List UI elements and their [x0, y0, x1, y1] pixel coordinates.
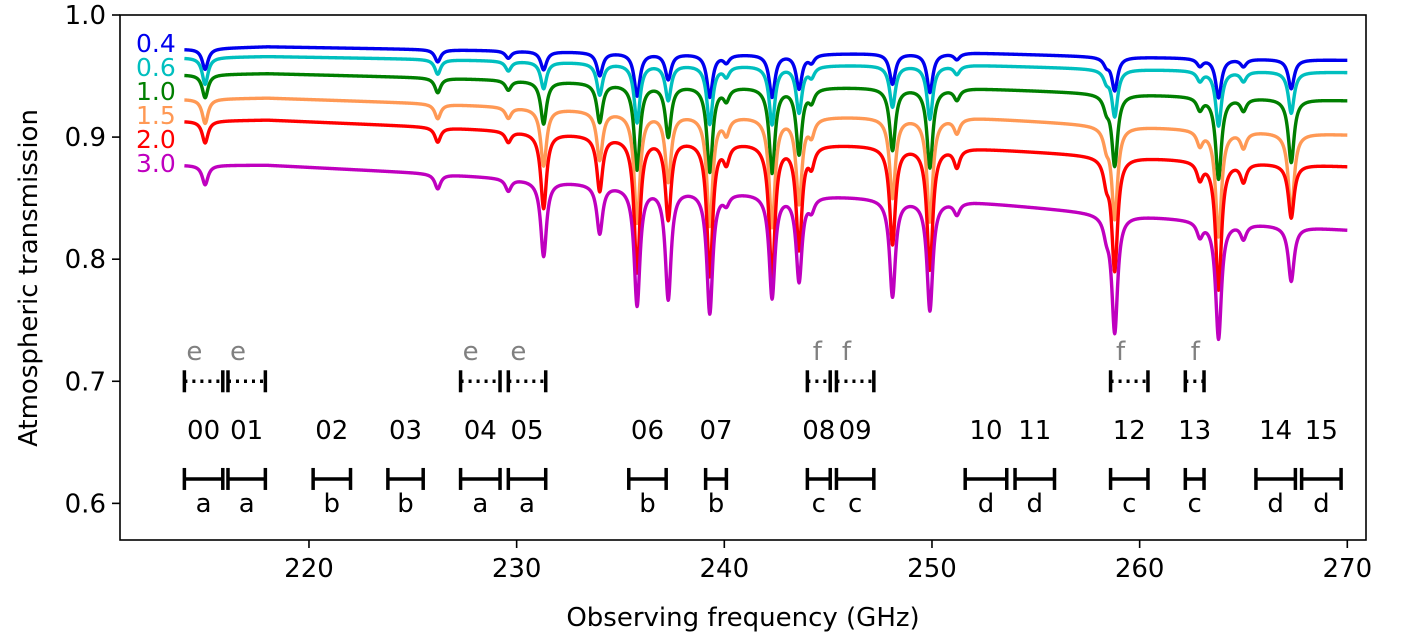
band-letter-00: a	[196, 489, 212, 519]
series-labels: 0.40.61.01.52.03.0	[136, 29, 176, 178]
band-marker-00	[182, 467, 225, 490]
series-layer	[183, 45, 1349, 342]
series-label-1.5: 1.5	[136, 101, 176, 130]
x-tick-label-240: 240	[699, 554, 749, 584]
series-line-2.0	[183, 118, 1349, 292]
sideband-marker-4	[805, 370, 832, 393]
band-number-12: 12	[1113, 416, 1146, 446]
sideband-letter-4: f	[813, 337, 823, 367]
band-marker-10	[963, 467, 1009, 490]
band-marker-02	[311, 467, 353, 490]
x-tick-label-220: 220	[284, 554, 334, 584]
x-tick-label-260: 260	[1115, 554, 1165, 584]
sideband-marker-7	[1183, 370, 1206, 393]
y-tick-label-0.9: 0.9	[65, 123, 106, 153]
series-label-1.0: 1.0	[136, 77, 176, 106]
band-letter-11: d	[1027, 489, 1044, 519]
band-marker-08	[805, 467, 832, 490]
band-number-06: 06	[631, 416, 664, 446]
plot-background	[120, 15, 1366, 540]
sideband-marker-3	[506, 370, 548, 393]
x-axis-label: Observing frequency (GHz)	[566, 603, 919, 633]
band-letter-14: d	[1267, 489, 1284, 519]
band-letter-10: d	[978, 489, 995, 519]
band-letter-08: c	[812, 489, 826, 519]
band-marker-07	[703, 467, 729, 490]
band-number-14: 14	[1259, 416, 1292, 446]
band-marker-15	[1299, 467, 1343, 490]
band-letter-01: a	[239, 489, 255, 519]
band-number-09: 09	[839, 416, 872, 446]
band-letter-04: a	[472, 489, 488, 519]
x-axis-ticks: 220 230 240 250 260 270	[284, 540, 1372, 584]
series-label-3.0: 3.0	[136, 149, 176, 178]
band-letter-06: b	[639, 489, 656, 519]
plot-frame	[119, 14, 1367, 541]
band-marker-12	[1108, 467, 1150, 490]
band-number-11: 11	[1018, 416, 1051, 446]
band-number-03: 03	[389, 416, 422, 446]
band-number-01: 01	[230, 416, 263, 446]
sideband-marker-5	[834, 370, 876, 393]
band-number-02: 02	[315, 416, 348, 446]
sideband-marker-6	[1108, 370, 1150, 393]
band-number-15: 15	[1305, 416, 1338, 446]
sideband-letter-6: f	[1116, 337, 1126, 367]
band-letter-12: c	[1122, 489, 1136, 519]
band-marker-01	[226, 467, 268, 490]
series-line-3.0	[183, 163, 1349, 342]
series-line-0.6	[183, 54, 1349, 128]
band-marker-03	[386, 467, 425, 490]
band-letter-13: c	[1188, 489, 1202, 519]
band-marker-14	[1254, 467, 1298, 490]
sideband-letter-1: e	[230, 337, 246, 367]
y-tick-label-0.6: 0.6	[65, 489, 106, 519]
band-number-05: 05	[510, 416, 543, 446]
sideband-marker-2	[458, 370, 502, 393]
band-letter-09: c	[848, 489, 862, 519]
y-tick-label-0.7: 0.7	[65, 367, 106, 397]
band-marker-13	[1183, 467, 1206, 490]
band-marker-05	[506, 467, 548, 490]
y-tick-label-0.8: 0.8	[65, 245, 106, 275]
sideband-letter-5: f	[842, 337, 852, 367]
series-label-2.0: 2.0	[136, 125, 176, 154]
sideband-letter-3: e	[510, 337, 526, 367]
band-marker-09	[834, 467, 876, 490]
y-tick-label-1.0: 1.0	[65, 1, 106, 31]
x-tick-label-270: 270	[1322, 554, 1372, 584]
band-marker-11	[1013, 467, 1057, 490]
band-letter-02: b	[324, 489, 341, 519]
y-axis-ticks: 0.6 0.7 0.8 0.9 1.0	[65, 1, 120, 519]
series-label-0.4: 0.4	[136, 29, 176, 58]
series-line-1.5	[183, 96, 1349, 239]
sideband-letter-2: e	[463, 337, 479, 367]
series-line-1.0	[183, 72, 1349, 182]
band-number-13: 13	[1178, 416, 1211, 446]
band-annotations: 00 a 01 a 02 b 03 b 04 a 05 a 06 b 07 b 08 c 09 c 10 d 11 d 12 c 1…	[182, 337, 1343, 519]
band-marker-04	[458, 467, 502, 490]
band-number-04: 04	[464, 416, 497, 446]
sideband-marker-1	[226, 370, 268, 393]
x-tick-label-250: 250	[907, 554, 957, 584]
x-tick-label-230: 230	[492, 554, 542, 584]
band-number-07: 07	[699, 416, 732, 446]
band-letter-05: a	[519, 489, 535, 519]
band-letter-15: d	[1313, 489, 1330, 519]
series-label-0.6: 0.6	[136, 53, 176, 82]
band-marker-06	[627, 467, 668, 490]
y-axis-label: Atmospheric transmission	[14, 109, 44, 447]
band-number-08: 08	[802, 416, 835, 446]
sideband-letter-7: f	[1191, 337, 1201, 367]
series-line-0.4	[183, 45, 1349, 100]
band-number-00: 00	[187, 416, 220, 446]
band-letter-03: b	[397, 489, 414, 519]
band-number-10: 10	[969, 416, 1002, 446]
band-letter-07: b	[708, 489, 725, 519]
sideband-letter-0: e	[186, 337, 202, 367]
sideband-marker-0	[182, 370, 225, 393]
